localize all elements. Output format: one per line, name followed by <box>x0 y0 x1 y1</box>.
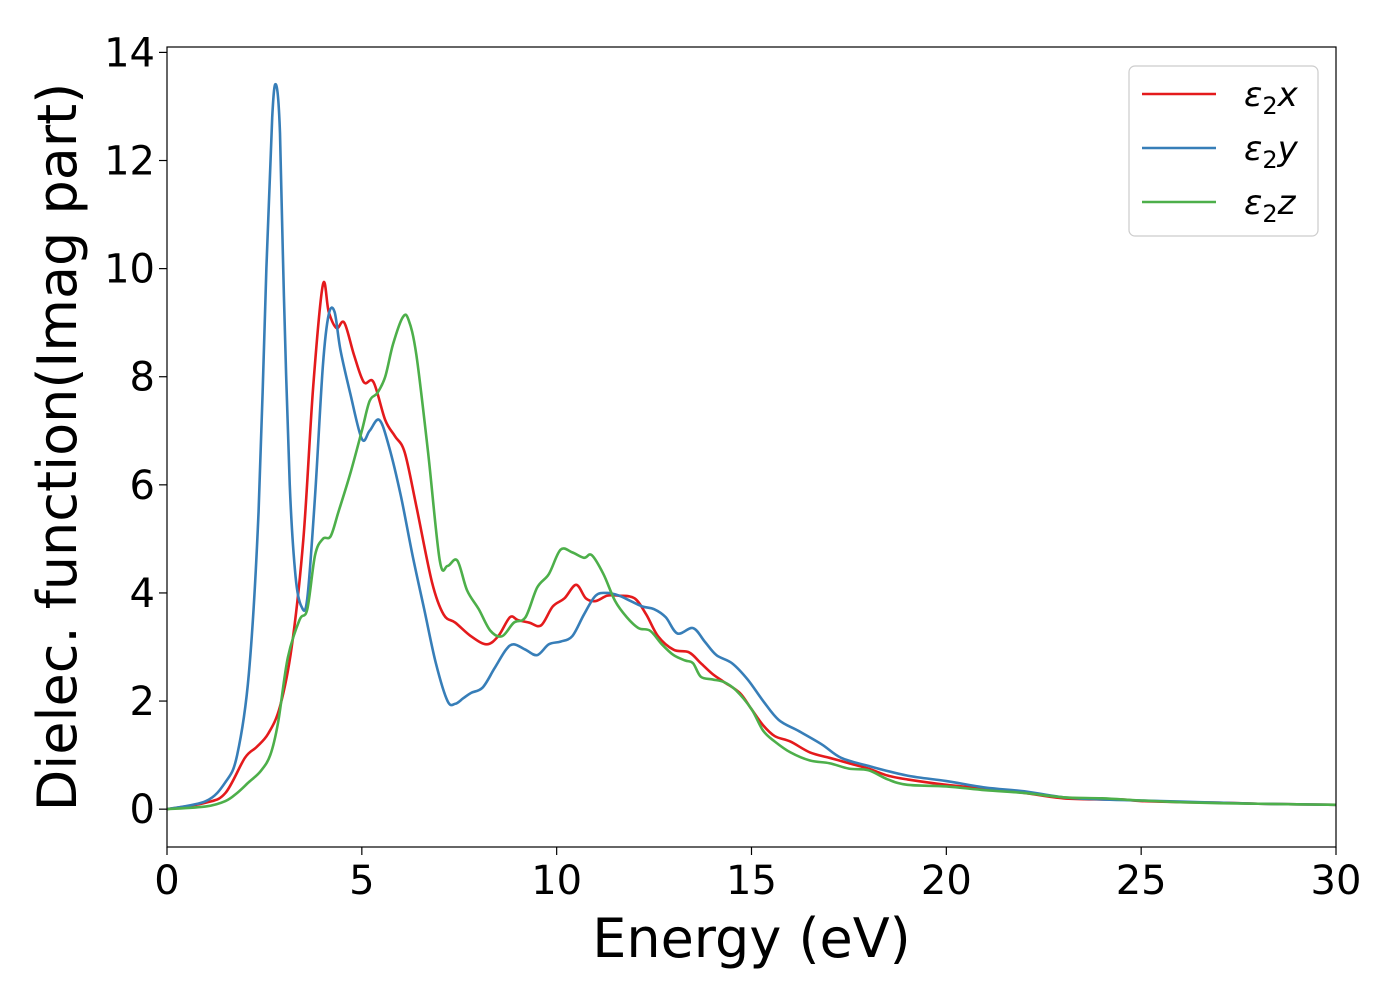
legend-label-main: ε <box>1244 129 1262 169</box>
y-tick-label: 14 <box>104 30 155 76</box>
legend-label-tail: y <box>1277 129 1299 169</box>
x-tick-label: 30 <box>1311 858 1362 904</box>
legend-label-x: ε2x <box>1244 75 1299 120</box>
y-axis-label: Dielec. function(Imag part) <box>26 83 89 812</box>
x-tick-label: 20 <box>921 858 972 904</box>
x-tick-label: 10 <box>531 858 582 904</box>
legend-label-main: ε <box>1244 183 1262 223</box>
series-line-y <box>166 82 1337 811</box>
y-tick-label: 6 <box>130 463 155 509</box>
legend-label-tail: x <box>1277 75 1299 115</box>
x-tick-label: 5 <box>349 858 374 904</box>
x-tick-label: 15 <box>726 858 777 904</box>
legend-label-sub: 2 <box>1262 146 1277 174</box>
legend-box <box>1128 65 1319 237</box>
y-tick-label: 2 <box>130 679 155 725</box>
legend-label-main: ε <box>1244 75 1262 115</box>
y-tick-label: 4 <box>130 571 155 617</box>
series-line-x <box>166 280 1337 811</box>
legend-label-y: ε2y <box>1244 129 1299 174</box>
x-tick-label: 0 <box>154 858 179 904</box>
legend-label-sub: 2 <box>1262 92 1277 120</box>
series-line-z <box>166 313 1337 811</box>
y-tick-label: 10 <box>104 247 155 293</box>
legend-label-tail: z <box>1277 183 1297 223</box>
y-axis: 0 2 4 6 8 10 12 14 <box>104 30 167 833</box>
legend-label-z: ε2z <box>1244 183 1297 228</box>
series-layer <box>166 82 1337 811</box>
y-tick-label: 8 <box>130 355 155 401</box>
legend-label-sub: 2 <box>1262 200 1277 228</box>
y-tick-label: 12 <box>104 139 155 185</box>
y-tick-label: 0 <box>130 787 155 833</box>
x-axis-label: Energy (eV) <box>592 907 911 970</box>
x-tick-label: 25 <box>1116 858 1167 904</box>
x-axis: 0 5 10 15 20 25 30 <box>154 847 1361 904</box>
